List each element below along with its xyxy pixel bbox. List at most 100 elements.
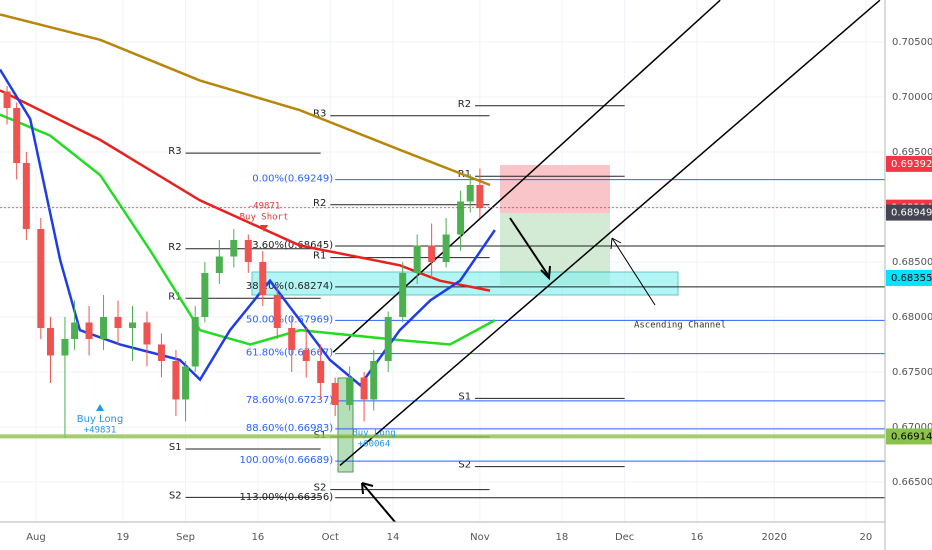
price-tag-label: 0.68355 xyxy=(891,273,932,284)
x-tick-label: 20 xyxy=(860,532,873,543)
candle-body xyxy=(143,322,151,345)
pivot-label: S2 xyxy=(314,483,327,494)
fib-label: 0.00%(0.69249) xyxy=(252,174,333,185)
candle-body xyxy=(317,360,325,383)
fib-label: 113.00%(0.66356) xyxy=(239,492,333,503)
pivot-label: S2 xyxy=(169,490,182,501)
pivot-label: R1 xyxy=(313,251,326,262)
fib-label: 88.60%(0.66983) xyxy=(246,423,333,434)
pivot-label: R1 xyxy=(168,291,181,302)
pivot-label: S2 xyxy=(458,460,471,471)
price-tag-label: 0.66914 xyxy=(891,431,932,442)
channel-line xyxy=(339,0,881,467)
candle-body xyxy=(302,349,310,361)
x-tick-label: Nov xyxy=(470,532,490,543)
candle-body xyxy=(85,322,93,339)
x-tick-label: Sep xyxy=(176,532,195,543)
candle-body xyxy=(22,163,30,229)
x-tick-label: Aug xyxy=(26,532,46,543)
price-tag xyxy=(886,155,932,172)
candle-body xyxy=(172,360,180,400)
fib-label: 50.00%(0.67969) xyxy=(246,314,333,325)
x-tick-label: 16 xyxy=(691,532,704,543)
annotation: Ascending Channel xyxy=(634,321,726,331)
fib-label: 61.80%(0.67667) xyxy=(246,348,333,359)
price-tag-label: 0.68949 xyxy=(891,208,932,219)
fib-label: 100.00%(0.66689) xyxy=(239,455,333,466)
candle-body xyxy=(37,228,45,328)
arrow-head xyxy=(610,237,622,250)
pivot-label: R2 xyxy=(313,198,326,209)
moving-average xyxy=(0,13,491,187)
y-tick-label: 0.70500 xyxy=(892,37,932,48)
pivot-label: R2 xyxy=(458,99,471,110)
candle-body xyxy=(3,91,11,109)
arrow-head xyxy=(540,265,551,281)
stop-zone xyxy=(500,165,610,213)
candle-body xyxy=(191,316,199,367)
candle-body xyxy=(230,239,238,257)
candle-body xyxy=(413,245,421,273)
fib-label: 78.60%(0.67237) xyxy=(246,395,333,406)
candle-body xyxy=(215,256,223,273)
candle-body xyxy=(244,239,252,262)
moving-average xyxy=(0,68,496,387)
candle-body xyxy=(428,245,436,262)
candle-body xyxy=(360,377,368,400)
price-tag-label: 0.69392 xyxy=(891,159,932,170)
candle-body xyxy=(71,322,79,339)
candle-body xyxy=(288,327,296,350)
pivot-label: S1 xyxy=(458,391,471,402)
y-tick-label: 0.67500 xyxy=(892,367,932,378)
x-tick-label: Oct xyxy=(322,532,339,543)
fib-label: 23.60%(0.68645) xyxy=(246,240,333,251)
y-tick-label: 0.66500 xyxy=(892,477,932,488)
x-tick-label: 16 xyxy=(252,532,265,543)
candle-body xyxy=(346,377,354,405)
sell-marker xyxy=(260,225,268,232)
moving-average xyxy=(0,89,491,292)
y-tick-label: 0.68500 xyxy=(892,257,932,268)
candle-body xyxy=(182,366,190,400)
buy-marker xyxy=(96,404,104,411)
x-tick-label: Dec xyxy=(615,532,634,543)
candle-body xyxy=(100,316,108,339)
arrow-head xyxy=(361,482,374,495)
pivot-label: R2 xyxy=(168,242,181,253)
candle-body xyxy=(61,338,69,356)
channel-line xyxy=(332,0,721,353)
x-tick-label: 19 xyxy=(116,532,129,543)
annotation: Buy Long xyxy=(352,429,395,439)
pivot-label: R3 xyxy=(313,109,326,120)
candle-body xyxy=(46,327,54,356)
price-tag xyxy=(886,428,932,445)
annotation: Buy Short xyxy=(240,213,289,223)
y-tick-label: 0.69500 xyxy=(892,147,932,158)
candle-body xyxy=(399,272,407,317)
y-tick-label: 0.68000 xyxy=(892,312,932,323)
x-tick-label: 2020 xyxy=(761,532,786,543)
price-tag xyxy=(886,269,932,286)
candle-body xyxy=(201,272,209,317)
candle-body xyxy=(114,316,122,328)
x-tick-label: 18 xyxy=(556,532,569,543)
fib-label: 38.20%(0.68274) xyxy=(246,281,333,292)
annotation: Buy Long xyxy=(77,414,124,425)
candle-body xyxy=(157,344,165,361)
annotation: +49831 xyxy=(84,426,117,436)
arrow xyxy=(611,237,656,306)
candle-body xyxy=(384,316,392,361)
candle-body xyxy=(442,234,450,262)
pivot-label: S1 xyxy=(169,442,182,453)
time-axis xyxy=(0,522,885,550)
annotation: +60064 xyxy=(358,440,391,450)
candle-body xyxy=(370,360,378,400)
arrow xyxy=(361,482,396,523)
candle-body xyxy=(128,322,136,328)
price-tag xyxy=(886,204,932,221)
candle-body xyxy=(259,261,267,295)
candle-body xyxy=(273,294,281,328)
y-tick-label: 0.70000 xyxy=(892,92,932,103)
candle-body xyxy=(476,184,484,209)
